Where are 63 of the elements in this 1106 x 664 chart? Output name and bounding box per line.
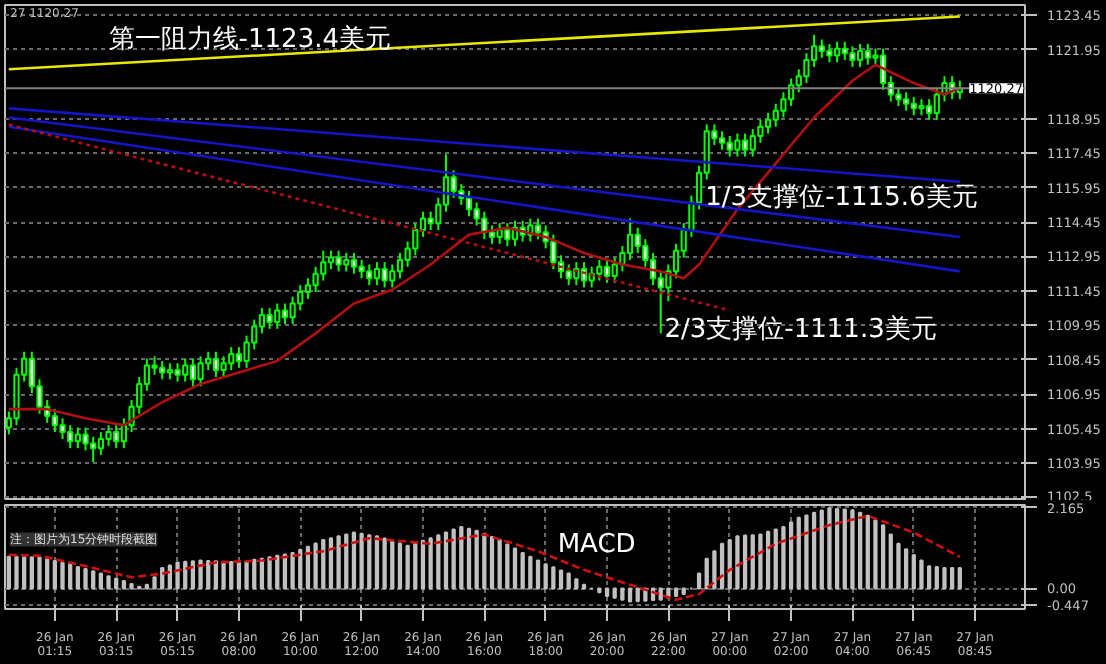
candlestick: [626, 217, 634, 261]
candlestick: [281, 302, 289, 326]
candlestick: [159, 359, 166, 381]
candlestick: [465, 190, 473, 218]
candlestick: [903, 91, 910, 112]
candlestick: [396, 252, 404, 280]
candlestick: [864, 43, 871, 66]
candlestick: [189, 357, 196, 388]
candlestick: [212, 350, 220, 378]
candlestick: [926, 98, 933, 121]
line-series: [7, 514, 962, 601]
candlestick: [603, 258, 611, 284]
candlestick: [826, 43, 833, 64]
candlestick: [274, 302, 281, 330]
candlestick: [834, 40, 841, 64]
candlestick: [849, 45, 856, 68]
candlestick: [857, 43, 864, 68]
candlestick: [366, 263, 373, 287]
candlestick: [764, 111, 772, 135]
candlestick: [373, 261, 381, 287]
candlestick: [105, 424, 112, 447]
candlestick: [389, 263, 396, 289]
candlestick: [51, 408, 58, 434]
candlestick: [596, 258, 603, 282]
candlestick: [550, 233, 557, 271]
candlestick: [504, 222, 511, 248]
candlestick: [174, 362, 181, 383]
annotation: 第一阻力线-1123.4美元: [108, 22, 391, 55]
candlestick: [488, 224, 496, 245]
candlestick: [741, 132, 749, 158]
candlestick: [304, 277, 312, 300]
candlestick: [97, 431, 104, 457]
candlestick: [841, 40, 848, 62]
candlestick: [235, 346, 243, 369]
candlestick: [749, 128, 756, 158]
candlestick: [182, 357, 189, 383]
candlestick: [266, 307, 273, 330]
candlestick: [726, 134, 733, 158]
candlestick: [818, 38, 825, 59]
annotation: 2/3支撑位-1111.3美元: [664, 312, 937, 345]
candlestick: [343, 252, 350, 273]
candlestick: [381, 261, 388, 289]
candlestick: [228, 346, 235, 372]
candlestick: [718, 130, 726, 151]
candlestick: [113, 424, 120, 450]
candlestick: [67, 424, 74, 450]
annotation: 1/3支撑位-1115.6美元: [705, 181, 978, 214]
candlestick: [450, 169, 457, 199]
candlestick: [350, 252, 358, 275]
candlestick: [59, 417, 66, 440]
candlestick: [910, 95, 917, 117]
candlestick: [565, 263, 572, 287]
candlestick: [358, 258, 365, 280]
annotation: MACD: [557, 529, 636, 560]
candlestick: [327, 249, 335, 271]
candlestick: [90, 435, 97, 463]
candlestick: [734, 132, 741, 158]
candlestick: [534, 217, 542, 241]
candlestick: [197, 355, 204, 388]
candlestick: [74, 426, 81, 450]
candlestick: [220, 355, 227, 378]
candlestick: [427, 210, 434, 232]
candlestick: [335, 249, 342, 273]
